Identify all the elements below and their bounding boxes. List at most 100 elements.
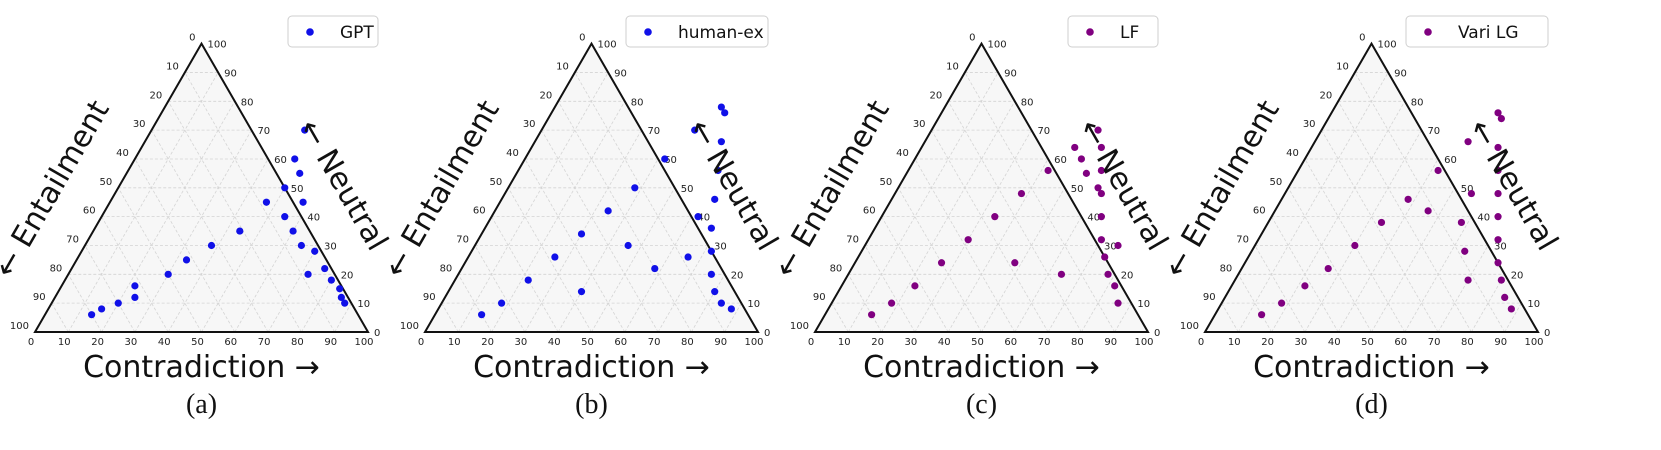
- gridline: [1321, 129, 1439, 333]
- data-point: [1097, 189, 1105, 198]
- gridline: [474, 245, 526, 333]
- right-tick-label: 70: [1427, 126, 1440, 137]
- data-point: [304, 270, 312, 278]
- legend-label: GPT: [340, 23, 374, 43]
- data-point: [691, 126, 699, 134]
- data-point: [1424, 207, 1432, 215]
- data-point: [1101, 253, 1109, 261]
- bottom-tick-label: 60: [1004, 337, 1017, 348]
- right-tick-label: 30: [324, 241, 337, 252]
- gridline: [134, 129, 252, 333]
- data-point: [182, 256, 191, 264]
- right-tick-label: 30: [1104, 241, 1117, 252]
- left-tick-label: 20: [149, 90, 162, 101]
- right-tick-label: 90: [1394, 68, 1407, 79]
- data-point: [1097, 166, 1105, 175]
- gridline: [557, 101, 692, 333]
- left-tick-label: 80: [440, 263, 453, 274]
- gridline: [1337, 158, 1439, 333]
- left-tick-label: 50: [1270, 177, 1283, 188]
- bottom-tick-label: 0: [418, 337, 424, 348]
- data-point: [711, 195, 719, 203]
- left-tick-label: 50: [880, 177, 893, 188]
- data-point: [551, 253, 559, 261]
- bottom-tick-label: 20: [871, 337, 884, 348]
- left-tick-label: 60: [1253, 206, 1266, 217]
- gridline: [491, 101, 626, 333]
- data-point: [694, 213, 702, 221]
- ternary-panel-2: 0 10 20 30 40 50 60 70 80 90 100100908070605040302…: [377, 15, 784, 420]
- legend-box: [1067, 15, 1159, 48]
- left-tick-label: 10: [1336, 61, 1349, 72]
- bottom-tick-label: 50: [581, 337, 594, 348]
- data-point: [497, 299, 506, 307]
- data-point: [1457, 218, 1466, 227]
- data-point: [1097, 143, 1105, 152]
- left-tick-label: 100: [400, 321, 419, 332]
- triangle-background: [815, 43, 1148, 333]
- bottom-tick-label: 40: [938, 337, 951, 348]
- data-point: [1301, 282, 1309, 290]
- gridline: [914, 158, 1016, 333]
- data-point: [911, 282, 919, 290]
- data-point: [1017, 189, 1026, 198]
- gridline: [1304, 129, 1422, 333]
- gridline: [524, 158, 626, 333]
- data-point: [577, 288, 586, 296]
- left-tick-label: 0: [579, 33, 585, 44]
- gridline: [1271, 101, 1406, 333]
- bottom-tick-label: 90: [1104, 337, 1117, 348]
- data-point: [991, 213, 999, 221]
- gridline: [931, 129, 1049, 333]
- right-tick-label: 80: [1021, 97, 1034, 108]
- left-tick-label: 50: [490, 177, 503, 188]
- right-tick-label: 80: [1411, 97, 1424, 108]
- bottom-tick-label: 100: [1524, 337, 1543, 348]
- legend-label: LF: [1120, 23, 1139, 43]
- bottom-tick-label: 70: [1038, 337, 1051, 348]
- right-tick-label: 60: [664, 155, 677, 166]
- data-point: [1114, 299, 1122, 307]
- bottom-tick-label: 40: [1328, 337, 1341, 348]
- gridline: [234, 216, 302, 333]
- data-point: [524, 276, 532, 284]
- bottom-tick-label: 40: [158, 337, 171, 348]
- right-tick-label: 0: [374, 328, 380, 339]
- data-point: [164, 270, 172, 278]
- bottom-tick-label: 50: [971, 337, 984, 348]
- gridline: [897, 187, 982, 333]
- right-tick-label: 60: [1054, 155, 1067, 166]
- data-point: [1494, 236, 1502, 244]
- data-point: [868, 311, 876, 319]
- left-tick-label: 80: [50, 263, 63, 274]
- bottom-tick-label: 70: [648, 337, 661, 348]
- left-tick-label: 90: [33, 292, 46, 303]
- gridline: [507, 187, 592, 333]
- bottom-tick-label: 80: [681, 337, 694, 348]
- data-point: [1464, 276, 1472, 284]
- triangle-border: [813, 41, 1150, 333]
- data-point: [98, 305, 106, 313]
- bottom-axis-title: Contradiction →: [1253, 350, 1490, 385]
- gridline: [831, 302, 849, 333]
- gridline: [657, 245, 709, 333]
- data-point: [1104, 270, 1112, 278]
- gridline: [1047, 245, 1099, 333]
- data-point: [707, 270, 715, 278]
- data-point: [707, 224, 715, 232]
- data-point: [1077, 155, 1085, 163]
- left-tick-label: 100: [790, 321, 809, 332]
- data-point: [1494, 109, 1502, 117]
- left-tick-label: 10: [946, 61, 959, 72]
- bottom-tick-label: 30: [125, 337, 138, 348]
- data-point: [1434, 166, 1442, 175]
- right-tick-label: 40: [307, 213, 320, 224]
- left-tick-label: 70: [846, 234, 859, 245]
- gridline: [557, 158, 659, 333]
- data-point: [964, 236, 972, 244]
- right-tick-label: 50: [681, 184, 694, 195]
- data-point: [717, 138, 725, 146]
- right-tick-label: 0: [1544, 328, 1550, 339]
- bottom-tick-label: 70: [1428, 337, 1441, 348]
- data-point: [337, 293, 345, 301]
